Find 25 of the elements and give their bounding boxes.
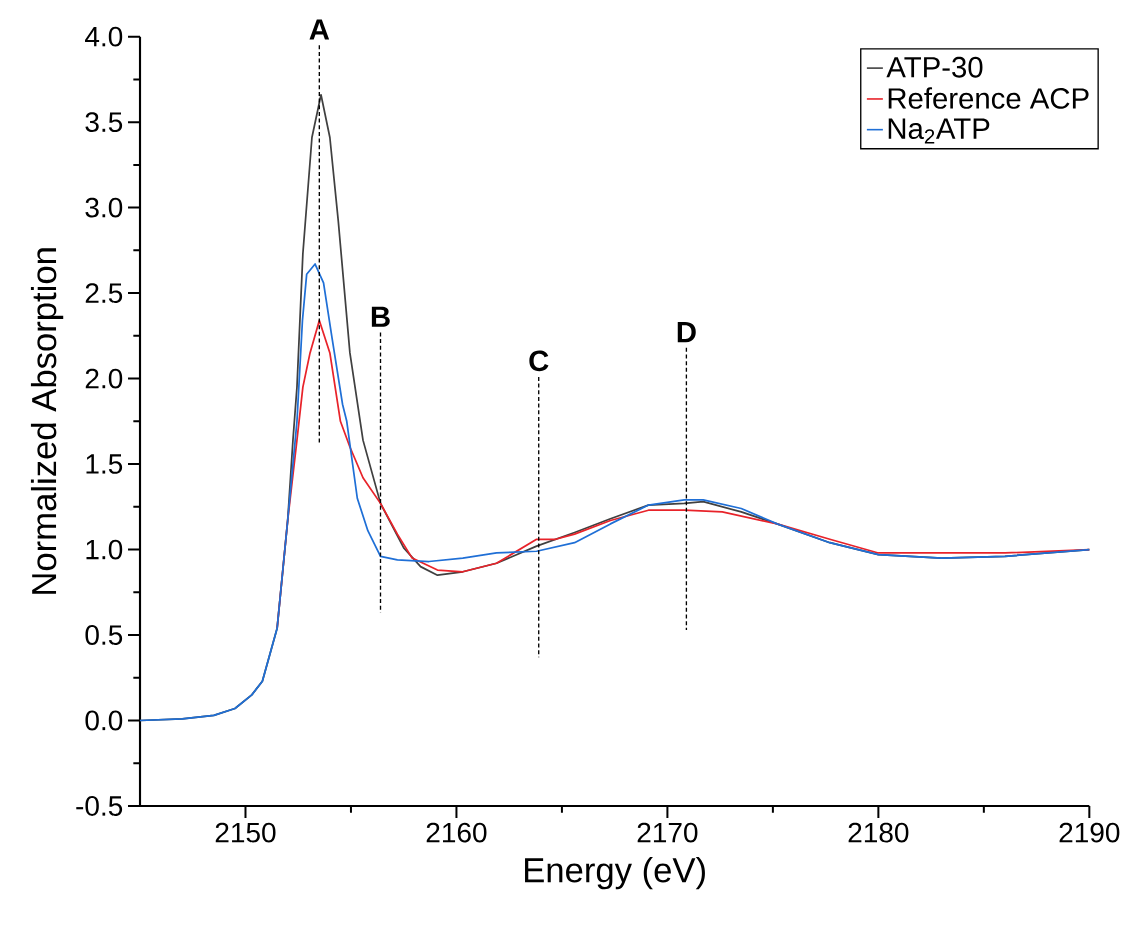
y-tick-label: -0.5 (76, 796, 123, 816)
y-tick-label: 4.0 (85, 26, 123, 47)
x-tick-label: 2170 (637, 822, 698, 843)
line-series (139, 263, 1091, 722)
annotation: B (371, 306, 390, 327)
legend-label: Reference ACP (888, 87, 1089, 109)
x-axis-title: Energy (eV) (525, 857, 705, 890)
x-tick-label: 2190 (1059, 822, 1120, 843)
legend-label: Na$_{2}$ATP (888, 118, 990, 144)
y-tick-label: 3.5 (85, 112, 123, 133)
annotation: D (677, 322, 696, 343)
legend-label: ATP-30 (886, 56, 983, 78)
x-tick-label: 2180 (848, 822, 909, 843)
x-tick-label: 2150 (215, 822, 276, 843)
x-tick-label: 2160 (426, 822, 487, 843)
y-tick-label: 3.0 (85, 197, 123, 218)
y-tick-label: 0.5 (85, 625, 123, 645)
y-tick-label: 1.0 (86, 539, 123, 560)
annotation: C (529, 350, 549, 372)
annotation: A (309, 19, 330, 40)
y-tick-label: 2.0 (85, 368, 123, 389)
y-axis-title: Normalized Absorption (30, 248, 64, 594)
y-tick-label: 1.5 (86, 454, 123, 474)
y-tick-label: 0.0 (85, 710, 123, 731)
y-tick-label: 2.5 (85, 283, 123, 304)
